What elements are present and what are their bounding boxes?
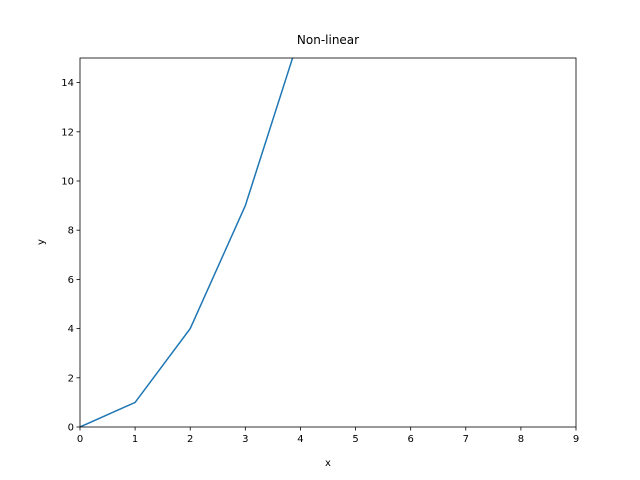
y-tick-label: 12 — [61, 127, 74, 138]
x-tick-label: 6 — [407, 434, 413, 445]
y-axis-label: y — [36, 239, 47, 245]
x-tick-label: 9 — [573, 434, 579, 445]
x-tick-label: 0 — [77, 434, 83, 445]
y-tick-label: 10 — [61, 177, 74, 188]
y-tick-label: 2 — [68, 373, 74, 384]
x-tick-label: 2 — [187, 434, 193, 445]
y-tick-label: 14 — [61, 78, 74, 89]
x-tick-label: 5 — [352, 434, 358, 445]
x-tick-label: 3 — [242, 434, 248, 445]
y-tick-label: 6 — [68, 275, 74, 286]
x-tick-label: 8 — [518, 434, 524, 445]
x-tick-label: 1 — [132, 434, 138, 445]
x-tick-label: 7 — [463, 434, 469, 445]
line-series — [80, 58, 294, 427]
chart-title: Non-linear — [297, 33, 359, 47]
y-tick-label: 0 — [68, 423, 74, 434]
y-tick-label: 4 — [68, 324, 74, 335]
axes-frame — [79, 57, 577, 428]
series-group — [80, 58, 294, 427]
x-axis-label: x — [325, 458, 331, 469]
y-tick-label: 8 — [68, 226, 74, 237]
x-tick-label: 4 — [297, 434, 303, 445]
